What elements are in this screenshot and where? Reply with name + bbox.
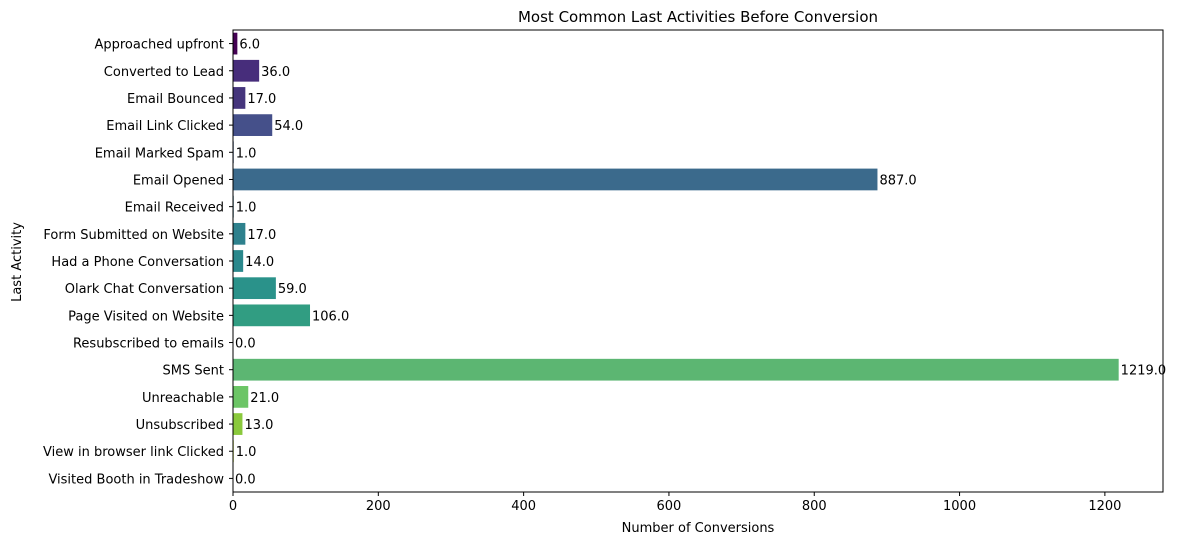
bar-value-label: 0.0 xyxy=(235,472,256,487)
bar xyxy=(233,87,246,109)
y-tick-label: View in browser link Clicked xyxy=(43,445,224,460)
x-tick-label: 600 xyxy=(657,499,682,514)
y-tick-label: SMS Sent xyxy=(163,364,224,379)
y-tick-label: Email Link Clicked xyxy=(106,119,224,134)
x-tick-label: 0 xyxy=(229,499,237,514)
bar xyxy=(233,413,243,435)
bar-value-label: 59.0 xyxy=(278,282,307,297)
y-tick-label: Page Visited on Website xyxy=(68,309,224,324)
y-tick-label: Olark Chat Conversation xyxy=(65,282,224,297)
y-tick-label: Form Submitted on Website xyxy=(43,228,224,243)
y-tick-label: Unsubscribed xyxy=(136,418,224,433)
plot-frame xyxy=(232,29,1164,493)
y-tick-label: Had a Phone Conversation xyxy=(51,255,224,270)
x-tick-label: 800 xyxy=(802,499,827,514)
y-axis-label: Last Activity xyxy=(10,222,25,302)
x-axis-label: Number of Conversions xyxy=(622,521,775,536)
bar-value-label: 36.0 xyxy=(261,65,290,80)
bar-value-label: 54.0 xyxy=(274,119,303,134)
y-tick-label: Email Marked Spam xyxy=(95,146,224,161)
bar-value-label: 21.0 xyxy=(250,391,279,406)
bar-value-label: 13.0 xyxy=(244,418,273,433)
bar xyxy=(233,59,260,82)
x-tick-label: 200 xyxy=(366,499,391,514)
bar-value-label: 1.0 xyxy=(236,445,257,460)
bar xyxy=(233,358,1119,381)
bar-value-label: 17.0 xyxy=(247,228,276,243)
y-tick-label: Email Opened xyxy=(133,173,224,188)
y-tick-label: Unreachable xyxy=(142,391,224,406)
bar-value-label: 887.0 xyxy=(879,173,916,188)
bar xyxy=(233,277,276,300)
bar xyxy=(233,222,246,245)
bar xyxy=(233,32,238,55)
y-tick-label: Email Received xyxy=(125,201,224,216)
bar-value-label: 106.0 xyxy=(312,309,349,324)
bar-value-label: 6.0 xyxy=(239,38,260,53)
x-tick-label: 400 xyxy=(511,499,536,514)
x-tick-label: 1200 xyxy=(1088,499,1121,514)
bar xyxy=(233,168,878,191)
bar xyxy=(233,304,311,327)
bar xyxy=(233,114,273,136)
chart-title: Most Common Last Activities Before Conve… xyxy=(518,8,878,26)
y-tick-label: Converted to Lead xyxy=(104,65,224,80)
bar-value-label: 0.0 xyxy=(235,337,256,352)
y-tick-label: Approached upfront xyxy=(94,38,224,53)
y-tick-label: Resubscribed to emails xyxy=(73,337,224,352)
bar-value-label: 1.0 xyxy=(236,201,257,216)
bar xyxy=(233,250,244,272)
bar-value-label: 1219.0 xyxy=(1121,364,1167,379)
y-tick-label: Email Bounced xyxy=(127,92,224,107)
bar-value-label: 14.0 xyxy=(245,255,274,270)
bar-value-label: 1.0 xyxy=(236,146,257,161)
bar-value-label: 17.0 xyxy=(247,92,276,107)
bar xyxy=(233,386,249,408)
chart-marks: 6.0 Approached upfront 36.0 Converted to Le… xyxy=(43,32,1167,514)
y-tick-label: Visited Booth in Tradeshow xyxy=(48,472,224,487)
x-tick-label: 1000 xyxy=(943,499,976,514)
